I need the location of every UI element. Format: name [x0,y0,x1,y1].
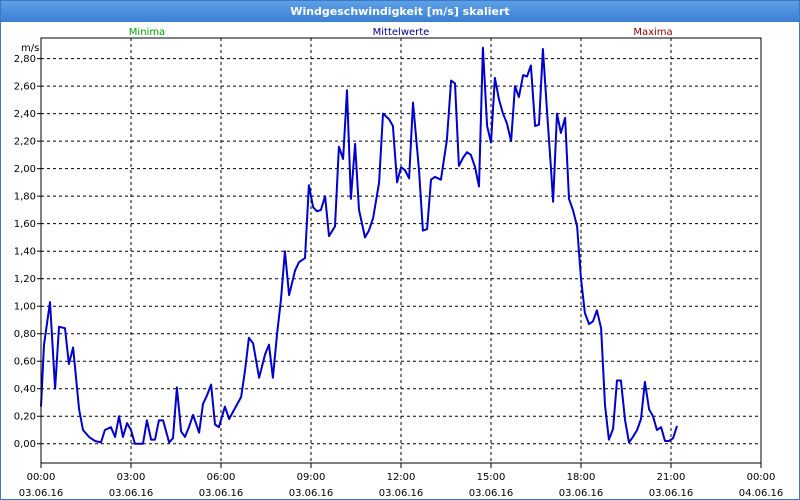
grid [41,38,761,463]
x-tick-label-time: 06:00 [207,472,236,483]
y-tick-label: 1,00 [14,302,36,313]
legend-entry: Maxima [633,27,672,38]
y-tick-label: 2,40 [14,109,36,120]
x-tick-label-date: 03.06.16 [469,488,514,499]
y-axis: 0,00 0,20 0,40 0,60 0,80 1,00 1,20 1,40 1,60 1,80… [14,54,41,450]
y-tick-label: 1,80 [14,192,36,203]
x-axis: 00:00 03.06.16 03:00 03.06.16 06:00 03.06.16 0… [19,463,784,499]
y-tick-label: 0,00 [14,439,36,450]
x-tick-label-date: 03.06.16 [19,488,64,499]
x-tick-label-date: 04.06.16 [739,488,784,499]
legend: Minima Mittelwerte Maxima [129,27,673,38]
y-tick-label: 1,20 [14,274,36,285]
legend-entry: Mittelwerte [373,27,430,38]
y-tick-label: 1,40 [14,247,36,258]
y-tick-label: 0,20 [14,412,36,423]
x-tick-label-date: 03.06.16 [379,488,424,499]
series-line-mittelwerte [40,46,678,445]
window-title: Windgeschwindigkeit [m/s] skaliert [1,1,799,22]
y-tick-label: 1,60 [14,219,36,230]
legend-entry: Minima [129,27,165,38]
x-tick-label-date: 03.06.16 [649,488,694,499]
y-tick-label: 0,60 [14,357,36,368]
x-tick-label-time: 09:00 [297,472,326,483]
x-tick-label-time: 00:00 [27,472,56,483]
series [40,46,678,445]
x-tick-label-time: 00:00 [747,472,776,483]
y-axis-label: m/s [21,43,39,54]
x-tick-label-time: 21:00 [657,472,686,483]
y-tick-label: 2,80 [14,54,36,65]
y-tick-label: 2,60 [14,82,36,93]
x-tick-label-time: 03:00 [117,472,146,483]
y-tick-label: 0,40 [14,384,36,395]
x-tick-label-date: 03.06.16 [289,488,334,499]
x-tick-label-time: 12:00 [387,472,416,483]
y-tick-label: 2,00 [14,164,36,175]
y-tick-label: 2,20 [14,137,36,148]
plot-area [40,37,762,464]
x-tick-label-time: 18:00 [567,472,596,483]
x-tick-label-time: 15:00 [477,472,506,483]
line-chart: Minima Mittelwerte Maxima m/s 0,00 0,20 0,40… [14,27,784,499]
x-tick-label-date: 03.06.16 [559,488,604,499]
y-tick-label: 0,80 [14,329,36,340]
x-tick-label-date: 03.06.16 [199,488,244,499]
x-tick-label-date: 03.06.16 [109,488,154,499]
